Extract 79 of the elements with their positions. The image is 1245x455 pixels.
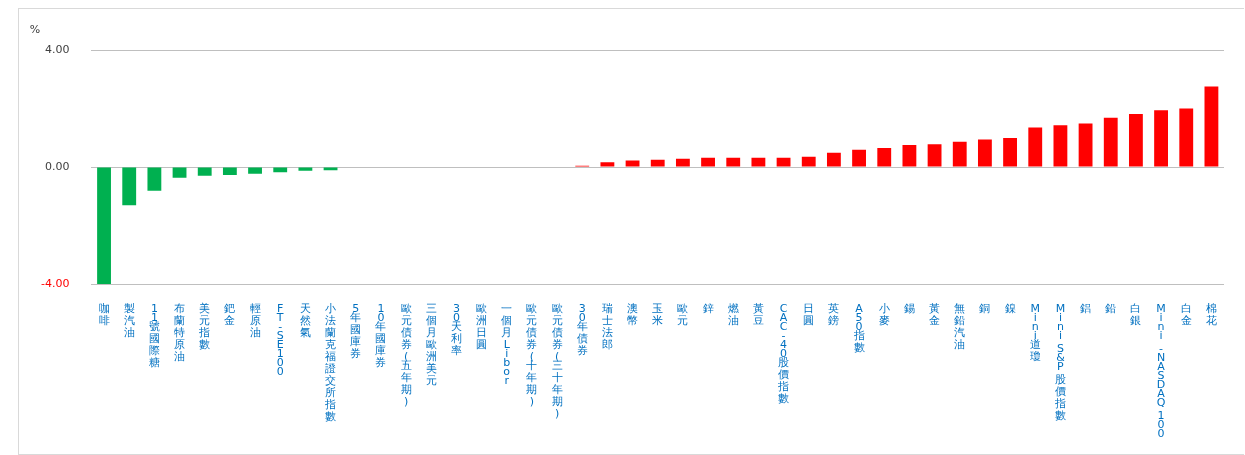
bar [1103,117,1118,167]
bar [977,139,992,167]
x-tick-label: 小麥 [878,302,890,328]
bar [701,157,715,167]
bar [902,145,917,167]
bar [1028,127,1043,167]
category-label: 歐元債券(十年期) [526,302,538,409]
bar [1204,86,1219,167]
category-label: Mini S&P 股價指數 [1054,302,1066,423]
x-tick-label: 30天利率 [450,302,462,358]
category-label: 歐元債券(五年期) [400,302,412,409]
x-tick-label: 白銀 [1130,302,1142,328]
x-tick-label: 鈀金 [224,302,236,328]
x-tick-label: 錫 [903,302,915,316]
y-tick-label: 4.00 [44,42,70,56]
x-tick-label: 三個月歐洲美元 [425,302,437,388]
x-tick-label: 日圓 [803,302,815,328]
x-tick-label: 製汽油 [123,302,135,340]
bar [122,167,137,206]
bar [826,152,841,167]
x-tick-label: 鎳 [1004,302,1016,316]
bar [776,157,791,167]
category-label: 歐元債券(三十年期) [551,302,563,421]
category-label: CAC-40股價指數 [778,302,790,406]
x-tick-label: 咖啡 [98,302,110,328]
category-label: 小法蘭克福證交所指數 [325,302,337,424]
x-tick-label: 鋁 [1080,302,1092,316]
x-tick-label: 天然氣 [299,302,311,340]
x-tick-label: Mini道瓊 [1029,302,1041,364]
bar [751,157,766,167]
x-tick-label: 10年國庫券 [375,302,387,370]
bar [1154,110,1168,167]
x-tick-label: 英鎊 [828,302,840,328]
bar [1053,125,1068,167]
x-tick-label: 30年債券 [576,302,588,358]
bar [927,144,942,167]
bar [650,159,665,167]
x-tick-label: 輕原油 [249,302,261,340]
x-tick-label: 澳幣 [627,302,639,328]
bar [172,167,187,178]
x-tick-label: 布蘭特原油 [174,302,186,364]
y-tick-label: -4.00 [40,276,70,290]
x-tick-label: A50指數 [852,302,865,355]
bar [600,162,615,167]
x-tick-label: 銅 [979,302,991,316]
x-tick-label: 玉米 [652,302,664,328]
bar [298,167,313,171]
x-tick-label: 無鉛汽油 [954,302,966,352]
x-tick-label: 白金 [1180,302,1192,328]
bar [147,167,162,191]
x-tick-label: 歐元 [677,302,689,328]
bar [952,141,967,167]
x-tick-label: 瑞士法郎 [601,302,613,352]
x-tick-label: 黃金 [929,302,941,328]
x-tick-label: 鉛 [1105,302,1117,316]
bar [1179,108,1194,167]
bar [877,147,892,167]
bar [1078,123,1093,167]
y-axis-title: % [29,23,41,37]
bar [726,157,741,167]
x-tick-label: 燃油 [727,302,739,328]
y-tick-label: 0.00 [44,159,70,173]
bar [801,156,816,167]
x-tick-label: 棉花 [1205,302,1217,328]
bar [675,158,690,167]
x-tick-label: 一個月Libor [501,302,513,388]
bar [97,167,111,284]
bar [625,160,640,167]
bar [852,149,866,167]
x-tick-label: 歐洲日圓 [476,302,488,352]
bar [248,167,262,174]
bar [1128,114,1143,167]
x-tick-label: 5年國庫券 [350,302,362,361]
x-tick-label: 鋅 [702,302,714,316]
x-tick-label: 黃豆 [752,302,764,328]
bar [197,167,212,176]
bar [1003,138,1017,167]
bar [222,167,237,175]
x-tick-label: 美元指數 [198,302,211,352]
